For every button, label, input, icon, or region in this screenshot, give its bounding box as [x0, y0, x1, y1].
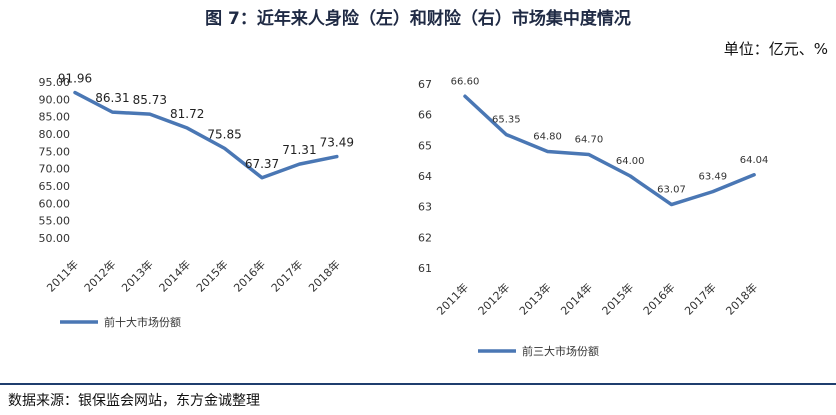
right-xtick-label: 2018年 [723, 280, 760, 317]
left-ytick-label: 75.00 [39, 145, 71, 158]
left-series-line [73, 90, 339, 180]
left-ytick-label: 60.00 [39, 197, 71, 210]
right-xtick-label: 2014年 [558, 280, 595, 317]
source-note: 数据来源：银保监会网站，东方金诚整理 [8, 393, 260, 409]
right-data-label: 64.00 [616, 156, 645, 167]
left-xtick-label: 2018年 [305, 257, 342, 294]
right-data-label: 64.80 [533, 131, 562, 142]
unit-label: 单位：亿元、% [723, 40, 828, 58]
left-data-label: 67.37 [245, 157, 279, 171]
right-ytick-label: 61 [418, 262, 432, 275]
left-ytick-label: 50.00 [39, 232, 71, 245]
right-ytick-label: 66 [418, 109, 432, 122]
left-data-label: 75.85 [207, 127, 241, 141]
left-ytick-label: 95.00 [39, 76, 71, 89]
right-data-label: 63.49 [698, 172, 727, 183]
left-legend-label: 前十大市场份额 [104, 315, 181, 329]
left-data-label: 91.96 [58, 72, 92, 86]
right-ytick-label: 63 [418, 201, 432, 214]
left-ytick-label: 80.00 [39, 128, 71, 141]
right-ytick-label: 62 [418, 231, 432, 244]
right-data-label: 66.60 [451, 76, 480, 87]
right-xtick-label: 2016年 [640, 280, 677, 317]
left-xtick-label: 2013年 [118, 257, 155, 294]
left-xtick-label: 2011年 [44, 257, 81, 294]
left-xtick-label: 2017年 [268, 257, 305, 294]
left-ytick-label: 90.00 [39, 93, 71, 106]
right-data-label: 64.70 [575, 135, 604, 146]
left-data-label: 73.49 [320, 136, 354, 150]
right-ytick-label: 65 [418, 139, 432, 152]
left-xtick-label: 2016年 [231, 257, 268, 294]
right-ytick-label: 67 [418, 78, 432, 91]
left-ytick-label: 70.00 [39, 163, 71, 176]
left-xtick-label: 2012年 [81, 257, 118, 294]
right-data-label: 65.35 [492, 115, 521, 126]
left-ytick-label: 55.00 [39, 215, 71, 228]
right-data-label: 64.04 [740, 155, 769, 166]
chart-title: 图 7：近年来人身险（左）和财险（右）市场集中度情况 [205, 9, 631, 29]
right-legend-label: 前三大市场份额 [522, 344, 599, 358]
left-ytick-label: 85.00 [39, 111, 71, 124]
right-xtick-label: 2011年 [434, 280, 471, 317]
left-data-label: 86.31 [95, 91, 129, 105]
left-data-label: 71.31 [282, 143, 316, 157]
right-xtick-label: 2017年 [681, 280, 718, 317]
left-xtick-label: 2014年 [156, 257, 193, 294]
left-xtick-label: 2015年 [193, 257, 230, 294]
right-xtick-label: 2015年 [599, 280, 636, 317]
right-ytick-label: 64 [418, 170, 432, 183]
right-xtick-label: 2013年 [516, 280, 553, 317]
right-series-line [463, 94, 756, 207]
right-data-label: 63.07 [657, 185, 686, 196]
left-ytick-label: 65.00 [39, 180, 71, 193]
left-data-label: 85.73 [133, 93, 167, 107]
right-xtick-label: 2012年 [475, 280, 512, 317]
left-data-label: 81.72 [170, 107, 204, 121]
source-divider [0, 383, 836, 385]
